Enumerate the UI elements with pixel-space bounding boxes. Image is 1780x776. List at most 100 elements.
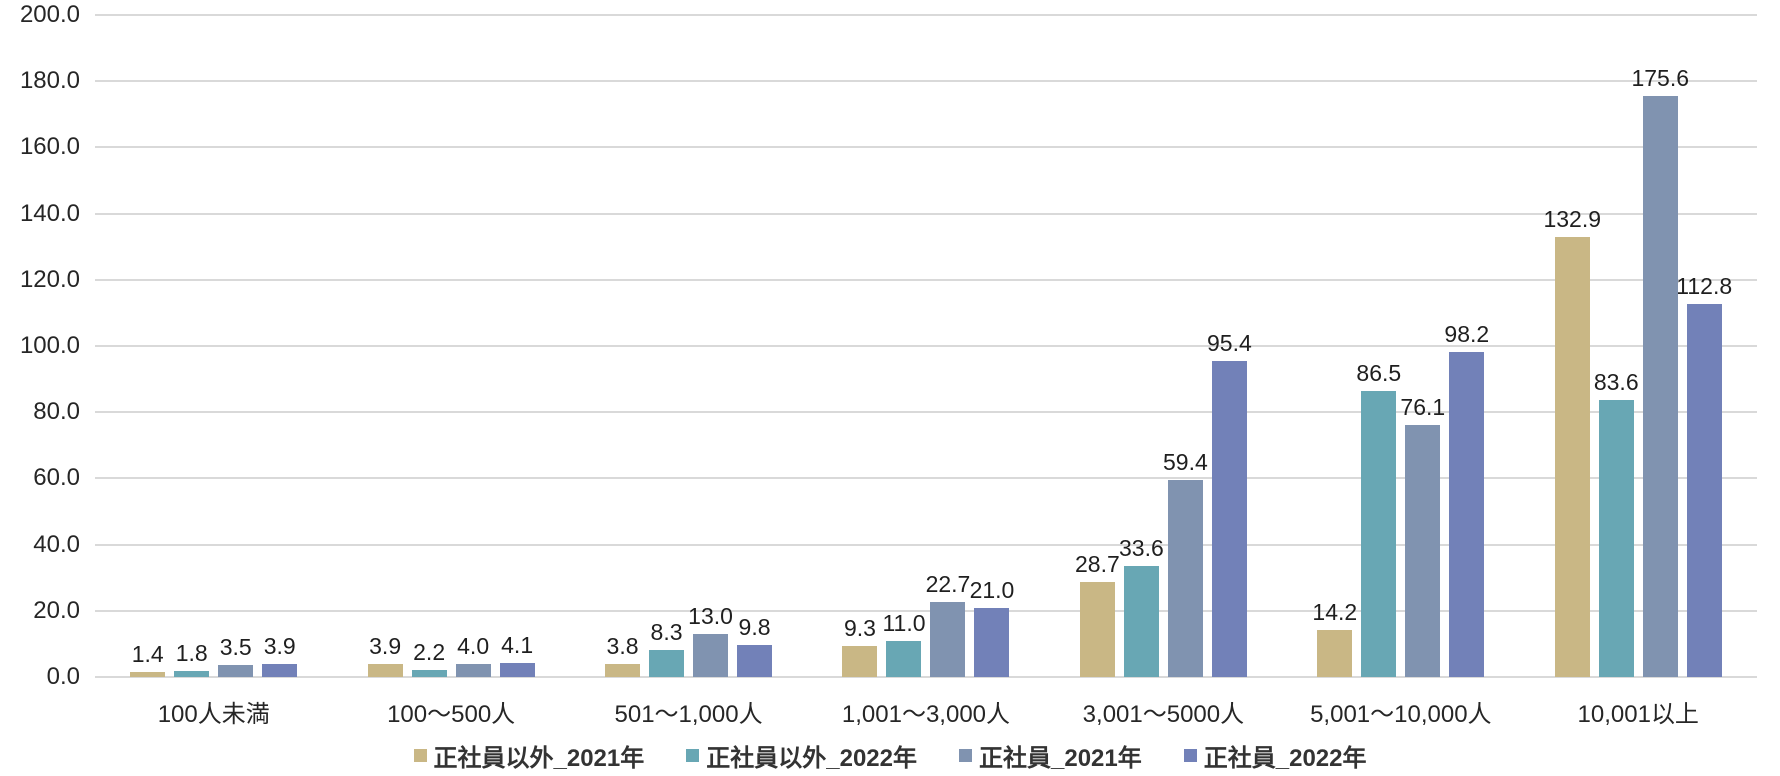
bar: 21.0 xyxy=(970,577,1014,677)
bar-group: 9.3 11.0 22.7 21.0 xyxy=(807,15,1044,677)
bar: 83.6 xyxy=(1594,369,1639,677)
gridline xyxy=(95,676,1757,678)
legend-swatch xyxy=(686,749,700,762)
bar: 22.7 xyxy=(926,571,970,677)
bar-value-label: 3.9 xyxy=(263,633,296,660)
bar-value-label: 4.0 xyxy=(457,632,490,659)
bar-value-label: 95.4 xyxy=(1207,330,1252,357)
y-axis-tick-label: 120.0 xyxy=(19,265,80,293)
bar-value-label: 9.3 xyxy=(843,615,876,642)
bar: 33.6 xyxy=(1119,535,1164,677)
bar-group: 132.9 83.6 175.6 112.8 xyxy=(1520,15,1757,677)
bar-group: 1.4 1.8 3.5 3.9 xyxy=(95,15,332,677)
bar-group: 28.7 33.6 59.4 95.4 xyxy=(1045,15,1282,677)
bar-value-label: 112.8 xyxy=(1676,272,1733,299)
bar: 98.2 xyxy=(1444,321,1489,677)
x-axis-category-label: 3,001〜5000人 xyxy=(1082,701,1245,728)
bar: 132.9 xyxy=(1543,206,1601,677)
bar: 86.5 xyxy=(1356,360,1401,677)
bar-value-label: 3.5 xyxy=(219,634,252,661)
y-axis-tick-label: 180.0 xyxy=(19,67,80,95)
bar-value-label: 76.1 xyxy=(1400,394,1446,421)
bar: 11.0 xyxy=(882,610,926,677)
bar: 112.8 xyxy=(1676,273,1732,677)
bar-value-label: 2.2 xyxy=(413,638,446,665)
bar: 3.8 xyxy=(605,633,641,677)
bar-value-label: 3.9 xyxy=(369,633,402,660)
bar-value-label: 1.8 xyxy=(175,640,208,667)
x-axis-category-label: 5,001〜10,000人 xyxy=(1310,701,1492,728)
legend-swatch xyxy=(413,749,427,762)
bar-group: 14.2 86.5 76.1 98.2 xyxy=(1282,15,1519,677)
gridline xyxy=(95,477,1757,480)
gridline xyxy=(95,609,1757,612)
bar-value-label: 14.2 xyxy=(1312,599,1358,625)
bar: 28.7 xyxy=(1075,551,1120,677)
bar-value-label: 3.8 xyxy=(606,633,639,660)
gridline xyxy=(95,278,1757,281)
bar-value-label: 13.0 xyxy=(688,602,733,629)
gridline xyxy=(95,146,1757,149)
bar: 4.1 xyxy=(499,632,535,677)
bar-value-label: 98.2 xyxy=(1444,320,1490,347)
bar: 76.1 xyxy=(1400,394,1445,677)
x-axis-category-label: 100人未満 xyxy=(157,701,270,728)
bar-group: 3.8 8.3 13.0 9.8 xyxy=(570,15,807,677)
bar: 13.0 xyxy=(688,603,733,677)
legend-label: 正社員_2022年 xyxy=(1203,745,1367,772)
gridline xyxy=(95,345,1757,347)
bar: 2.2 xyxy=(411,639,447,677)
y-axis-tick-label: 40.0 xyxy=(33,530,80,558)
bar-value-label: 86.5 xyxy=(1356,359,1402,386)
bar: 4.0 xyxy=(455,633,491,677)
y-axis-tick-label: 80.0 xyxy=(33,398,80,426)
bar-value-label: 59.4 xyxy=(1163,449,1208,476)
bar: 59.4 xyxy=(1163,449,1208,677)
bar: 95.4 xyxy=(1207,330,1252,677)
bar-groups: 1.4 1.8 3.5 3.9 3.9 2.2 4.0 4.1 3.8 8.3 13.0 9.8 9.3… xyxy=(95,15,1757,677)
gridline xyxy=(95,80,1757,83)
bar: 175.6 xyxy=(1631,65,1689,677)
bar-value-label: 28.7 xyxy=(1075,551,1120,578)
bar: 8.3 xyxy=(649,619,685,677)
legend-label: 正社員以外_2022年 xyxy=(706,745,917,772)
legend-label: 正社員_2021年 xyxy=(979,745,1142,772)
plot-area: 1.4 1.8 3.5 3.9 3.9 2.2 4.0 4.1 3.8 8.3 13.0 9.8 9.3… xyxy=(95,14,1757,678)
legend-label: 正社員以外_2021年 xyxy=(433,745,645,772)
y-axis-tick-label: 60.0 xyxy=(33,464,80,492)
legend-swatch xyxy=(959,749,972,762)
legend-item: 正社員以外_2021年 xyxy=(413,738,645,773)
bar: 9.8 xyxy=(737,614,773,677)
bar-group: 3.9 2.2 4.0 4.1 xyxy=(332,15,569,677)
legend-item: 正社員_2021年 xyxy=(959,738,1142,773)
gridline xyxy=(95,212,1757,215)
bar: 9.3 xyxy=(842,615,878,677)
x-axis-category-label: 1,001〜3,000人 xyxy=(841,701,1011,728)
gridline xyxy=(95,411,1757,414)
bar-value-label: 1.4 xyxy=(131,641,164,668)
bar-value-label: 132.9 xyxy=(1543,206,1602,233)
legend-item: 正社員_2022年 xyxy=(1183,738,1367,773)
gridline xyxy=(95,14,1757,16)
bar: 3.9 xyxy=(262,633,298,677)
x-axis-category-label: 100〜500人 xyxy=(387,701,516,728)
x-axis-category-label: 10,001以上 xyxy=(1577,701,1699,728)
bar: 1.4 xyxy=(130,641,166,677)
y-axis-tick-label: 20.0 xyxy=(33,596,80,624)
bar-value-label: 4.1 xyxy=(501,632,534,659)
legend-item: 正社員以外_2022年 xyxy=(686,738,917,773)
bar-value-label: 8.3 xyxy=(650,618,683,645)
bar-value-label: 83.6 xyxy=(1593,369,1639,396)
legend: 正社員以外_2021年 正社員以外_2022年 正社員_2021年 正社員_2022年 xyxy=(0,738,1780,773)
y-axis-tick-label: 200.0 xyxy=(19,1,80,28)
y-axis-tick-label: 160.0 xyxy=(19,133,80,161)
x-axis-category-label: 501〜1,000人 xyxy=(614,701,763,728)
bar-value-label: 175.6 xyxy=(1631,64,1690,91)
y-axis-tick-label: 100.0 xyxy=(19,332,80,359)
bar-value-label: 21.0 xyxy=(969,576,1015,603)
y-axis-tick-label: 140.0 xyxy=(19,199,80,227)
bar-value-label: 11.0 xyxy=(882,609,926,636)
bar: 3.9 xyxy=(367,633,403,677)
legend-swatch xyxy=(1183,749,1197,762)
y-axis-tick-label: 0.0 xyxy=(46,663,80,690)
